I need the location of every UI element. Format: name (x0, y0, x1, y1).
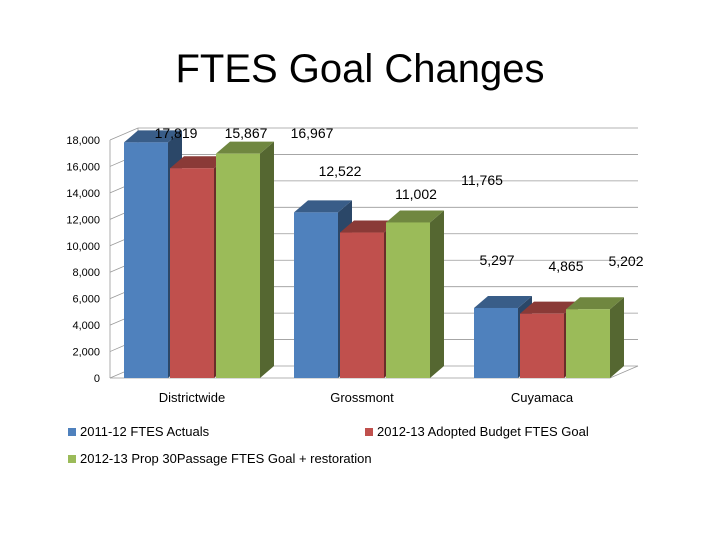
y-axis-ticks: 0 2,000 4,000 6,000 8,000 10,000 12,000 14,000 1… (66, 135, 100, 385)
bar-side (430, 210, 444, 378)
x-category-label: Grossmont (330, 390, 394, 405)
bars (124, 130, 624, 378)
bar-front (124, 142, 168, 378)
y-tick-label: 18,000 (66, 135, 100, 147)
bar-top (170, 156, 228, 169)
bar (386, 210, 444, 378)
y-tick-label: 12,000 (66, 214, 100, 226)
bar-top (474, 295, 532, 308)
bar-top (294, 200, 352, 213)
y-tick-label: 8,000 (72, 267, 100, 279)
bar-front (170, 168, 214, 378)
bar-top (566, 297, 624, 310)
bar-side (260, 141, 274, 378)
data-label: 5,297 (479, 252, 514, 268)
y-tick-label: 4,000 (72, 320, 100, 332)
y-tick-label: 0 (94, 373, 100, 385)
x-category-label: Districtwide (159, 390, 225, 405)
data-label: 4,865 (548, 258, 583, 274)
legend: 2011-12 FTES Actuals 2012-13 Adopted Budg… (68, 424, 589, 466)
data-label: 15,867 (225, 125, 268, 141)
legend-swatch (68, 428, 76, 436)
bar (216, 141, 274, 378)
x-category-label: Cuyamaca (511, 390, 574, 405)
bar-front (520, 313, 564, 378)
legend-swatch (68, 455, 76, 463)
data-label: 16,967 (291, 125, 334, 141)
chart-title: FTES Goal Changes (175, 47, 544, 91)
legend-swatch (365, 428, 373, 436)
bar (566, 297, 624, 378)
bar-front (294, 212, 338, 378)
bar-top (124, 130, 182, 143)
bar-top (216, 141, 274, 154)
y-tick-label: 2,000 (72, 347, 100, 359)
bar-front (340, 232, 384, 378)
legend-label: 2011-12 FTES Actuals (80, 424, 210, 439)
y-tick-label: 16,000 (66, 161, 100, 173)
bar-front (216, 153, 260, 378)
y-tick-label: 6,000 (72, 294, 100, 306)
y-tick-label: 10,000 (66, 241, 100, 253)
bar-top (520, 301, 578, 314)
x-axis-categories: Districtwide Grossmont Cuyamaca (159, 390, 574, 405)
bar-front (386, 222, 430, 378)
legend-label: 2012-13 Prop 30Passage FTES Goal + resto… (80, 451, 372, 466)
bar-front (474, 307, 518, 378)
data-label: 5,202 (608, 253, 643, 269)
data-label: 17,819 (155, 125, 198, 141)
data-labels: 17,819 15,867 16,967 12,522 11,002 11,765 5,29… (155, 125, 644, 274)
data-label: 12,522 (319, 163, 362, 179)
bar-side (610, 297, 624, 378)
data-label: 11,002 (395, 186, 437, 202)
legend-label: 2012-13 Adopted Budget FTES Goal (377, 424, 589, 439)
data-label: 11,765 (461, 172, 503, 188)
bar-top (386, 210, 444, 223)
bar-front (566, 309, 610, 378)
bar-top (340, 220, 398, 233)
y-tick-label: 14,000 (66, 188, 100, 200)
